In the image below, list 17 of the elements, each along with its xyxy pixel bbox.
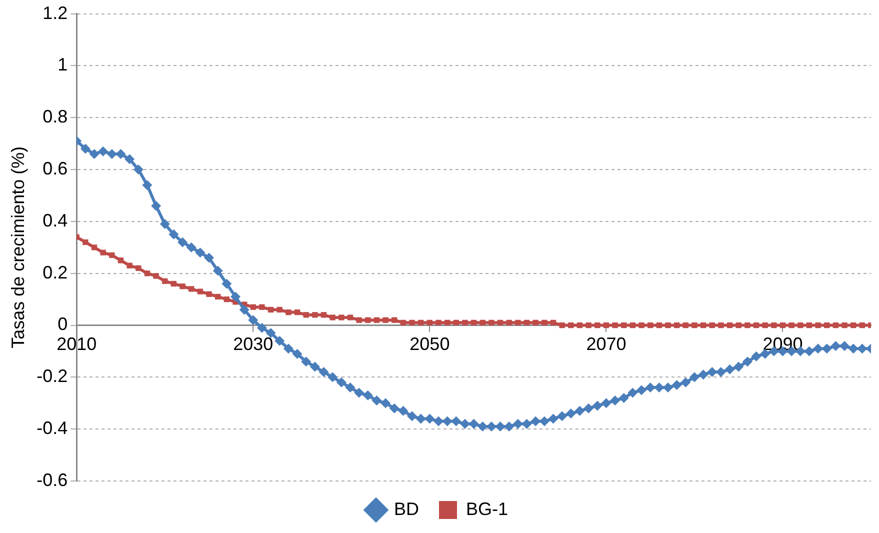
- y-tick-label: 0.8: [42, 106, 68, 127]
- y-tick-label: 0.2: [42, 262, 68, 282]
- y-tick-label: 0: [58, 314, 68, 334]
- y-tick-label: 1: [58, 54, 68, 75]
- legend-label: BD: [394, 498, 420, 519]
- x-tick-label: 2070: [586, 334, 626, 354]
- y-tick-label: -0.4: [36, 418, 68, 438]
- legend-label: BG-1: [466, 498, 508, 519]
- x-tick-label: 2030: [233, 334, 274, 354]
- y-tick-label: -0.6: [36, 470, 68, 490]
- y-tick-label: 1.2: [42, 2, 68, 23]
- x-tick-label: 2010: [56, 334, 97, 354]
- y-axis-title: Tasas de crecimiento (%): [8, 146, 28, 348]
- y-tick-label: -0.2: [36, 366, 68, 386]
- y-tick-label: 0.4: [42, 210, 68, 230]
- y-tick-label: 0.6: [42, 158, 68, 178]
- x-tick-label: 2050: [410, 334, 450, 354]
